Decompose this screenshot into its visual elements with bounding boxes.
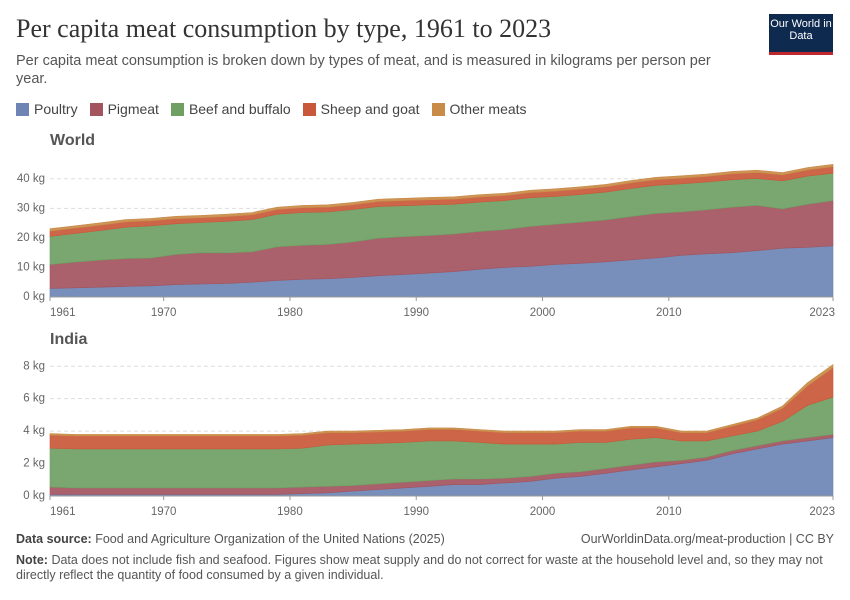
x-tick-label: 2010 <box>656 307 682 319</box>
y-tick-label: 0 kg <box>23 490 45 502</box>
x-tick-label: 2023 <box>809 307 835 319</box>
panel-title: World <box>50 132 95 149</box>
legend-label: Pigmeat <box>107 101 159 117</box>
source-label: Data source: <box>16 532 92 546</box>
area <box>49 364 834 437</box>
chart: World 0 kg 10 kg 20 kg 30 kg 40 kg 1961 1970 198… <box>17 132 835 518</box>
legend-swatch <box>170 102 184 116</box>
area <box>49 367 834 450</box>
y-tick-label: 2 kg <box>23 458 45 470</box>
legend-swatch <box>302 102 316 116</box>
x-tick-label: 2023 <box>809 506 835 518</box>
logo[interactable]: Our World in Data <box>769 14 833 55</box>
y-tick-label: 8 kg <box>23 360 45 372</box>
x-tick-label: 1970 <box>151 506 177 518</box>
legend-swatch <box>16 102 29 116</box>
x-tick-label: 1980 <box>277 506 303 518</box>
legend-label: Beef and buffalo <box>188 101 291 117</box>
legend-item[interactable]: Pigmeat <box>89 101 159 117</box>
legend-item[interactable]: Beef and buffalo <box>170 101 291 117</box>
y-tick-label: 10 kg <box>17 261 45 273</box>
note: Note: Data does not include fish and sea… <box>16 553 834 583</box>
legend-swatch <box>89 102 103 116</box>
y-tick-label: 6 kg <box>23 393 45 405</box>
x-tick-label: 1970 <box>151 307 177 319</box>
y-tick-label: 20 kg <box>17 232 45 244</box>
legend-item[interactable]: Sheep and goat <box>302 101 420 117</box>
legend-label: Other meats <box>449 101 527 117</box>
x-tick-label: 1961 <box>50 307 76 319</box>
x-tick-label: 1990 <box>403 307 429 319</box>
legend-swatch <box>431 102 445 116</box>
legend-item[interactable]: Other meats <box>431 101 527 117</box>
y-tick-label: 30 kg <box>17 202 45 214</box>
legend-label: Poultry <box>34 101 78 117</box>
x-tick-label: 2000 <box>530 307 556 319</box>
area <box>49 163 834 232</box>
x-tick-label: 2010 <box>656 506 682 518</box>
footer: Data source: Food and Agriculture Organi… <box>16 532 834 583</box>
legend: Poultry Pigmeat Beef and buffalo Sheep and … <box>16 101 527 117</box>
source-row: Data source: Food and Agriculture Organi… <box>16 532 834 547</box>
source: Data source: Food and Agriculture Organi… <box>16 532 445 547</box>
y-tick-label: 0 kg <box>23 291 45 303</box>
x-tick-label: 1980 <box>277 307 303 319</box>
url[interactable]: OurWorldinData.org/meat-production | CC … <box>580 532 834 546</box>
y-tick-label: 40 kg <box>17 173 45 185</box>
note-text: Data does not include fish and seafood. … <box>16 553 823 582</box>
legend-item[interactable]: Poultry <box>16 101 78 117</box>
legend-label: Sheep and goat <box>320 101 420 117</box>
x-tick-label: 2000 <box>530 506 556 518</box>
subtitle: Per capita meat consumption is broken do… <box>16 53 711 87</box>
panel-title: India <box>50 331 87 348</box>
page-title: Per capita meat consumption by type, 196… <box>16 14 552 43</box>
note-label: Note: <box>16 553 48 567</box>
x-tick-label: 1961 <box>50 506 76 518</box>
y-tick-label: 4 kg <box>23 425 45 437</box>
x-tick-label: 1990 <box>403 506 429 518</box>
source-text: Food and Agriculture Organization of the… <box>95 532 445 546</box>
